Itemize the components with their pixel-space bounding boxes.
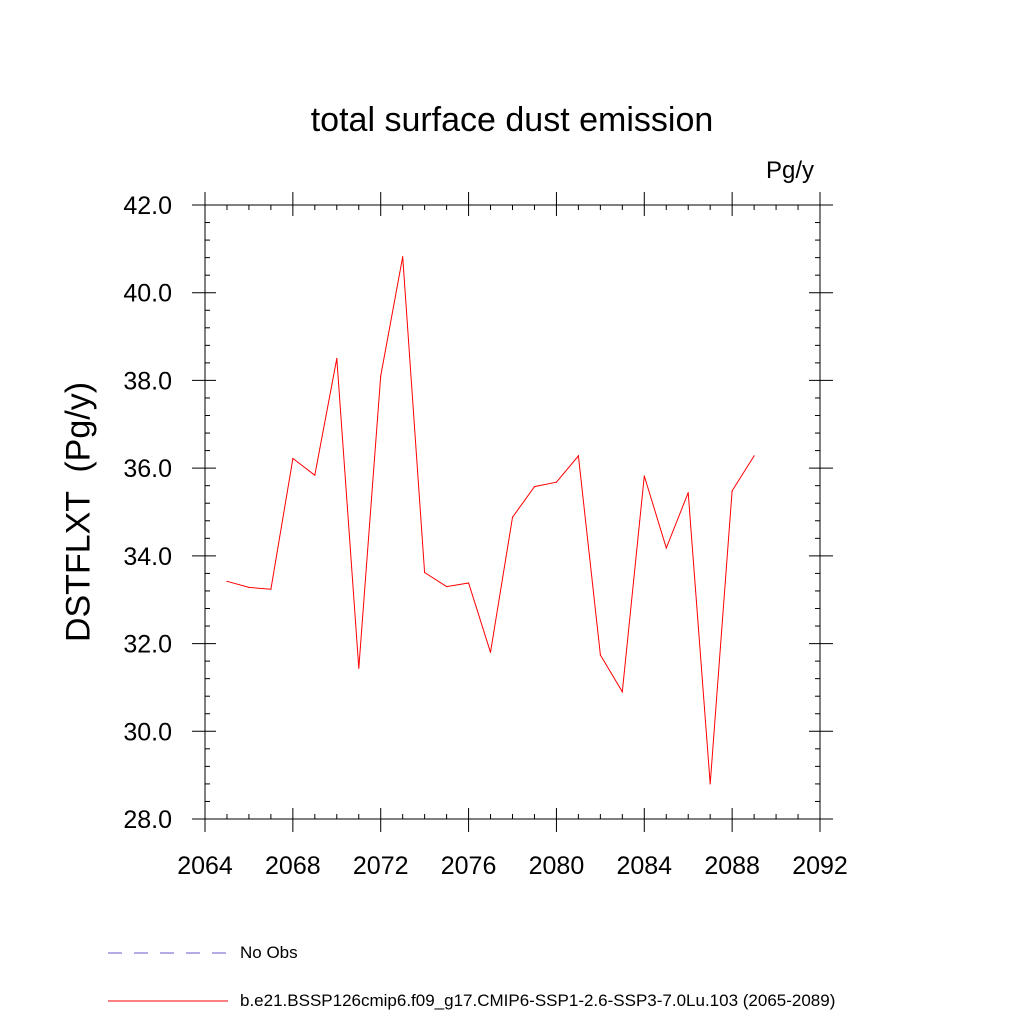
data-point <box>511 516 514 518</box>
x-tick-label: 2076 <box>441 852 497 880</box>
data-point <box>533 485 536 488</box>
data-point <box>248 586 250 589</box>
x-tick-label: 2072 <box>353 852 409 880</box>
y-tick-labels: 28.0 30.0 32.0 34.0 36.0 38.0 40.0 42.0 <box>123 192 172 834</box>
x-tick-label: 2080 <box>529 852 585 880</box>
x-tick-label: 2084 <box>616 852 672 880</box>
y-tick-label: 32.0 <box>123 631 172 659</box>
data-point <box>358 667 360 669</box>
data-point <box>292 457 294 460</box>
data-point <box>270 588 272 590</box>
x-tick-label: 2064 <box>177 852 233 880</box>
data-point <box>577 455 579 457</box>
x-tick-labels: 2064 2068 2072 2076 2080 2084 2088 2092 <box>177 852 848 880</box>
y-tick-label: 28.0 <box>123 806 172 834</box>
y-tick-label: 38.0 <box>123 367 172 395</box>
plot-frame <box>204 204 821 820</box>
data-point <box>621 691 623 693</box>
y-tick-label: 30.0 <box>123 718 172 746</box>
data-point <box>336 357 338 360</box>
units-label: Pg/y <box>766 157 815 184</box>
data-point <box>731 490 733 492</box>
data-point <box>753 455 755 457</box>
data-point <box>380 375 382 377</box>
data-point <box>489 651 492 653</box>
x-tick-label: 2068 <box>265 852 321 880</box>
y-tick-label: 36.0 <box>123 455 172 483</box>
data-point <box>424 571 426 574</box>
data-point <box>599 654 601 656</box>
y-tick-label: 34.0 <box>123 543 172 571</box>
data-point <box>555 481 558 483</box>
legend-label-series: b.e21.BSSP126cmip6.f09_g17.CMIP6-SSP1-2.… <box>240 991 836 1010</box>
minor-ticks <box>205 205 820 819</box>
data-point <box>709 783 711 785</box>
series-line <box>226 256 755 784</box>
data-point <box>643 475 645 477</box>
data-point <box>665 547 667 549</box>
data-point <box>467 582 470 584</box>
legend-label-no-obs: No Obs <box>240 943 298 962</box>
y-axis-label: DSTFLXT (Pg/y) <box>59 381 98 643</box>
chart-title: total surface dust emission <box>310 101 714 139</box>
data-point <box>687 492 689 494</box>
y-tick-label: 42.0 <box>123 192 172 220</box>
y-tick-label: 40.0 <box>123 280 172 308</box>
data-point <box>402 256 404 258</box>
data-point <box>226 580 228 582</box>
data-point <box>446 585 448 588</box>
x-tick-label: 2092 <box>792 852 848 880</box>
x-tick-label: 2088 <box>704 852 760 880</box>
data-points <box>226 256 755 785</box>
data-point <box>314 474 316 476</box>
major-ticks <box>192 192 833 832</box>
